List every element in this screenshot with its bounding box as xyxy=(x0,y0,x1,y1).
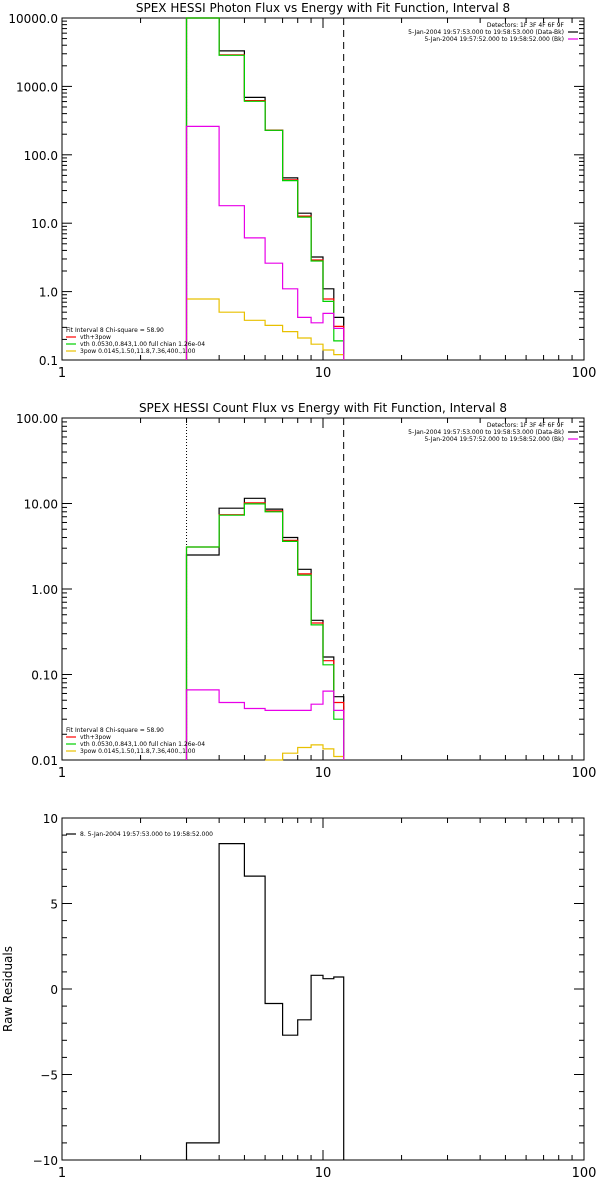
x-tick-label: 10 xyxy=(315,1166,332,1181)
legend-line: 3pow 0.0145,1.50,11.8,7.36,400.,1.00 xyxy=(80,748,196,755)
header-line: 5-Jan-2004 19:57:53.000 to 19:58:53.000 … xyxy=(408,429,564,436)
legend-line: Fit Interval 8 Chi-square = 58.90 xyxy=(66,327,164,334)
x-tick-label: 100 xyxy=(572,366,597,381)
series-3pow xyxy=(265,744,345,761)
y-tick-label: 100.00 xyxy=(16,412,58,426)
x-tick-label: 10 xyxy=(315,366,332,381)
x-tick-label: 1 xyxy=(58,366,66,381)
y-tick-label: 1.00 xyxy=(31,583,58,597)
y-tick-label: 10000.0 xyxy=(8,12,58,26)
y-tick-label: 10 xyxy=(43,812,58,826)
y-tick-label: 0.10 xyxy=(31,669,58,683)
series-data-bk xyxy=(185,497,345,760)
x-tick-label: 100 xyxy=(572,766,597,781)
series-residuals xyxy=(185,843,345,1160)
series-vth xyxy=(185,503,345,760)
legend-line: vth 0.0530,0.843,1.00 full chian 1.26e-0… xyxy=(80,341,205,348)
y-tick-label: 10.00 xyxy=(24,498,58,512)
series-data-bk xyxy=(185,17,345,360)
legend-line: vth+3pow xyxy=(80,734,111,741)
header-line: 5-Jan-2004 19:57:52.000 to 19:58:52.000 … xyxy=(424,436,564,443)
series-bk xyxy=(185,689,345,760)
chart-title: SPEX HESSI Count Flux vs Energy with Fit… xyxy=(139,401,507,415)
legend-line: vth 0.0530,0.843,1.00 full chian 1.26e-0… xyxy=(80,741,205,748)
x-tick-label: 1 xyxy=(58,766,66,781)
x-tick-label: 100 xyxy=(572,1166,597,1181)
header-line: Detectors: 1F 3F 4F 6F 9F xyxy=(487,422,565,429)
chart-panel-1: SPEX HESSI Photon Flux vs Energy with Fi… xyxy=(8,1,596,381)
chart-panel-3: 1 10 100 10 5 0 −5 −10 Raw Residuals 8. 5-Jan-200… xyxy=(1,812,596,1181)
series-vth xyxy=(185,17,345,360)
legend-line: Fit Interval 8 Chi-square = 58.90 xyxy=(66,727,164,734)
chart-title: SPEX HESSI Photon Flux vs Energy with Fi… xyxy=(136,1,510,15)
x-tick-label: 1 xyxy=(58,1166,66,1181)
header-line: Detectors: 1F 3F 4F 6F 9F xyxy=(487,22,565,29)
y-tick-label: 100.0 xyxy=(24,149,58,163)
legend-line: 3pow 0.0145,1.50,11.8,7.36,400.,1.00 xyxy=(80,348,196,355)
y-tick-label: −5 xyxy=(40,1069,58,1083)
legend-line: vth+3pow xyxy=(80,334,111,341)
y-tick-label: 5 xyxy=(50,898,58,912)
y-tick-label: 1000.0 xyxy=(16,80,58,94)
legend-line: 8. 5-Jan-2004 19:57:53.000 to 19:58:52.0… xyxy=(80,831,213,838)
y-tick-label: 0.1 xyxy=(39,354,58,368)
y-tick-label: 0 xyxy=(50,983,58,997)
y-tick-label: −10 xyxy=(33,1154,58,1168)
y-axis-label: Raw Residuals xyxy=(1,946,15,1032)
y-tick-label: 10.0 xyxy=(31,217,58,231)
series-3pow xyxy=(185,298,345,360)
header-line: 5-Jan-2004 19:57:53.000 to 19:58:53.000 … xyxy=(408,29,564,36)
series-bk xyxy=(185,125,345,360)
y-tick-label: 1.0 xyxy=(39,286,58,300)
header-line: 5-Jan-2004 19:57:52.000 to 19:58:52.000 … xyxy=(424,36,564,43)
y-tick-label: 0.01 xyxy=(31,754,58,768)
chart-panel-2: SPEX HESSI Count Flux vs Energy with Fit… xyxy=(16,401,596,781)
x-tick-label: 10 xyxy=(315,766,332,781)
